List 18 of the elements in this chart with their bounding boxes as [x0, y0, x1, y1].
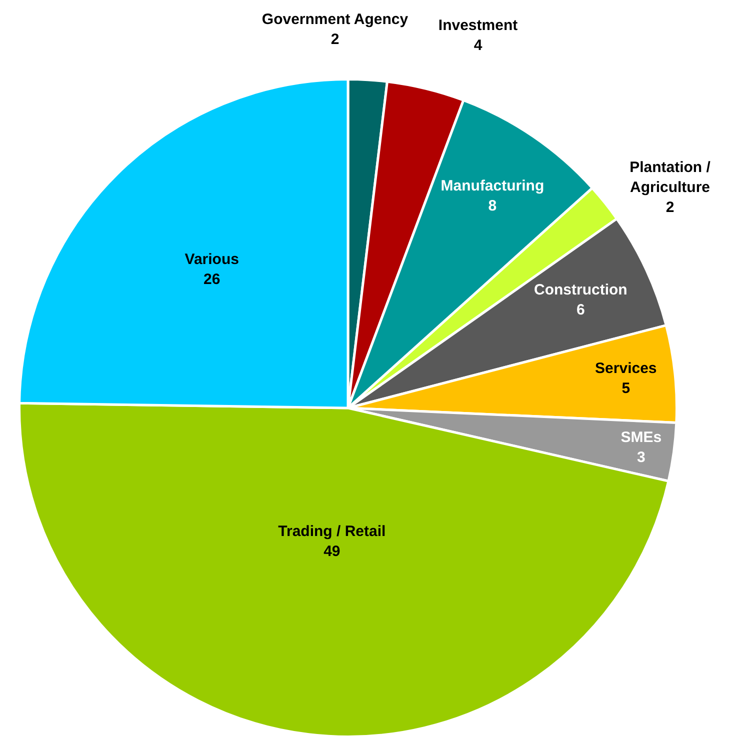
data-label: 2	[666, 199, 674, 216]
slice-label: Construction	[534, 281, 628, 298]
data-label: 26	[204, 270, 220, 288]
data-label: 4	[474, 37, 483, 54]
slice-label: Manufacturing	[440, 177, 544, 194]
data-label: 49	[324, 542, 340, 560]
data-label: 3	[637, 448, 646, 466]
slice-label: SMEs	[620, 428, 662, 446]
slice-label: Investment	[438, 17, 518, 34]
slice-label: Services	[595, 360, 657, 377]
slice-label: Government Agency	[262, 11, 409, 28]
data-label: 2	[330, 31, 340, 48]
slice-label: Trading / Retail	[278, 522, 386, 540]
data-label: 5	[622, 380, 630, 397]
slice-label: Plantation / Agriculture	[630, 159, 712, 196]
data-label: 6	[576, 301, 585, 318]
slice-label: Various	[184, 250, 239, 268]
data-label: 8	[488, 197, 497, 214]
